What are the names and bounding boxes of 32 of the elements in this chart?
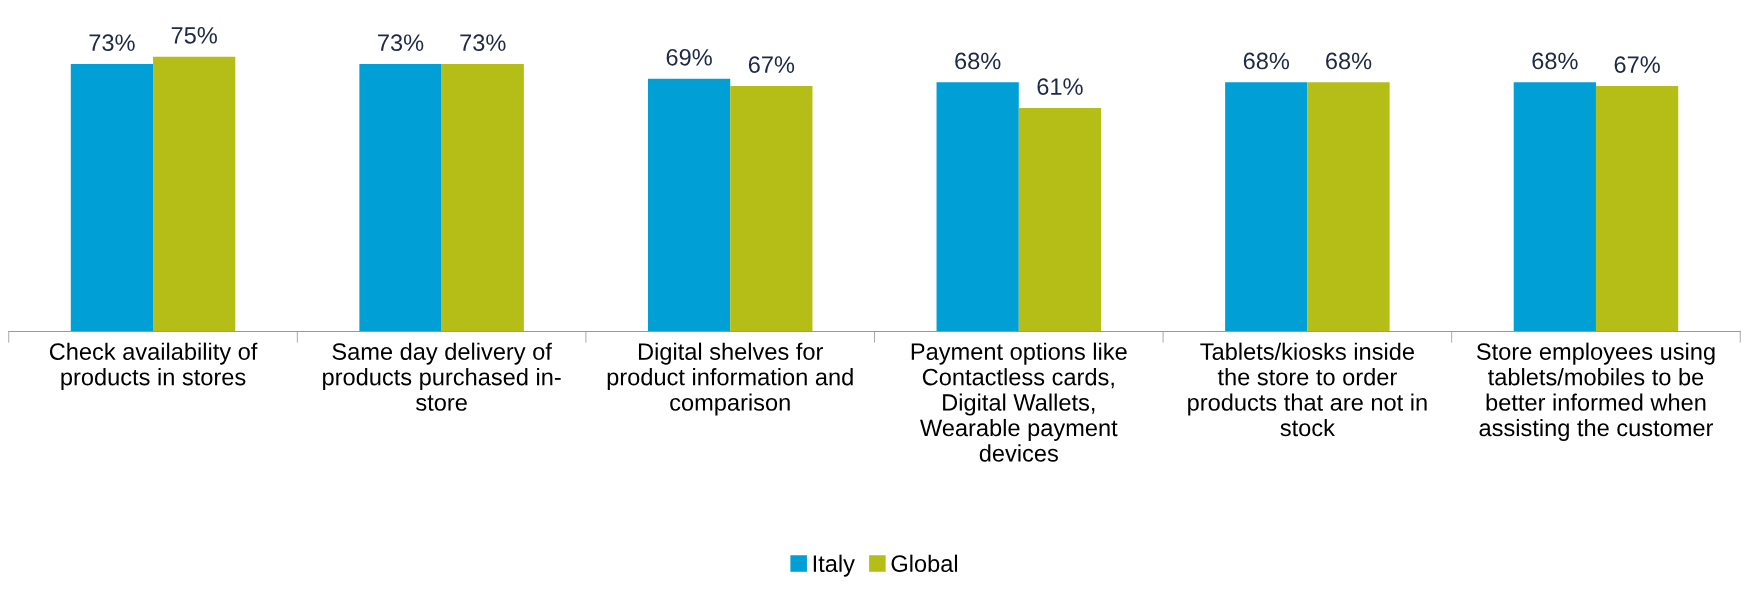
x-tick-label: Same day delivery of products purchased in- store bbox=[323, 342, 561, 411]
data-label: 68% bbox=[1326, 52, 1372, 70]
data-label: 67% bbox=[1614, 56, 1660, 73]
bar bbox=[730, 85, 813, 332]
bar bbox=[70, 63, 154, 332]
x-tick-label: Payment options like Contactless cards, Digital Wallets, Wearable payment devices bbox=[911, 342, 1127, 462]
bar bbox=[1595, 85, 1679, 332]
data-label: 61% bbox=[1037, 78, 1083, 95]
x-tick-label: Digital shelves for product information and comparison bbox=[607, 342, 853, 416]
data-label: 73% bbox=[378, 34, 424, 51]
data-label: 67% bbox=[748, 56, 795, 73]
data-label: 75% bbox=[171, 27, 217, 44]
bar bbox=[359, 63, 442, 332]
legend-label: Global bbox=[891, 554, 958, 572]
bar bbox=[1307, 82, 1390, 332]
bar bbox=[1018, 107, 1102, 332]
bar bbox=[441, 63, 524, 332]
bar bbox=[647, 78, 731, 332]
x-tick-label: Check availability of products in stores bbox=[49, 342, 258, 391]
bar bbox=[1225, 82, 1308, 332]
bar bbox=[1513, 82, 1596, 332]
bar bbox=[936, 82, 1019, 332]
data-label: 68% bbox=[955, 52, 1001, 70]
x-tick-label: Tablets/kiosks inside the store to order products that are not in stock bbox=[1188, 342, 1427, 437]
data-label: 68% bbox=[1532, 52, 1578, 70]
data-label: 73% bbox=[460, 34, 506, 51]
data-label: 68% bbox=[1243, 52, 1290, 70]
legend-label: Italy bbox=[813, 554, 855, 577]
data-label: 69% bbox=[666, 48, 712, 66]
data-label: 73% bbox=[89, 34, 135, 51]
bar bbox=[153, 56, 236, 332]
x-tick-label: Store employees using tablets/mobiles to be better informed when assisting the customer bbox=[1476, 342, 1715, 441]
